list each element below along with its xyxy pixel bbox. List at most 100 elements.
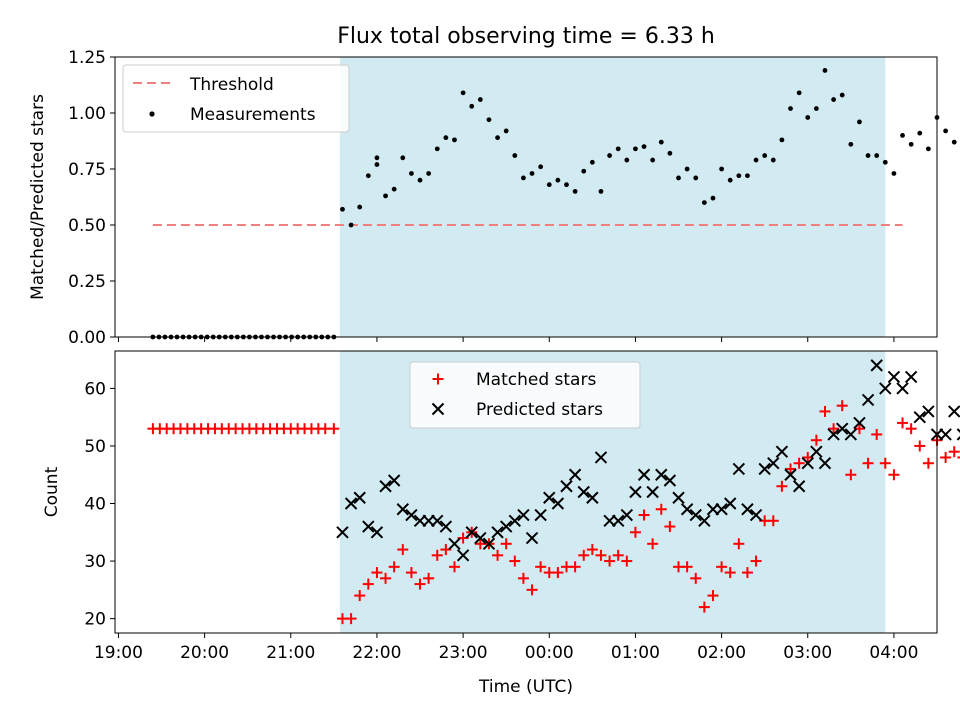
top-x-ticks: [117, 337, 895, 342]
y-tick-label: 40: [84, 495, 106, 515]
predicted-point: [439, 520, 453, 533]
predicted-point: [586, 491, 599, 504]
measurement-point: [495, 135, 500, 141]
matched-point: [354, 590, 366, 602]
predicted-point: [474, 531, 487, 545]
measurement-point: [400, 155, 406, 161]
predicted-point: [956, 428, 960, 441]
predicted-point-b: [629, 485, 642, 499]
matched-point: [380, 572, 392, 584]
predicted-point: [758, 462, 771, 476]
predicted-point: [836, 422, 849, 435]
predicted-point-b: [801, 457, 814, 470]
matched-point: [535, 561, 547, 573]
predicted-point-b: [818, 457, 832, 470]
predicted-point-b: [362, 520, 375, 533]
predicted-point: [482, 537, 496, 551]
matched-point: [638, 509, 650, 521]
measurement-point: [538, 164, 544, 170]
measurement-point: [770, 157, 776, 163]
measurement-point: [486, 117, 492, 123]
predicted-point: [715, 503, 728, 516]
predicted-point-b: [870, 359, 883, 372]
legend-threshold-label: Threshold: [189, 75, 274, 95]
measurement-point: [943, 128, 949, 134]
measurement-point: [434, 146, 440, 152]
matched-point: [414, 578, 426, 590]
predicted-point: [387, 474, 401, 487]
measurement-point: [857, 119, 862, 125]
predicted-point-b: [792, 480, 806, 493]
measurement-point: [374, 162, 380, 167]
predicted-point-b: [620, 508, 634, 522]
predicted-point: [749, 508, 763, 522]
predicted-point: [379, 480, 392, 493]
predicted-point: [810, 445, 823, 458]
legend-matched-swatch: [432, 373, 444, 385]
predicted-point: [767, 457, 780, 470]
predicted-point: [844, 428, 858, 441]
measurement-point: [607, 153, 612, 158]
measurement-point: [865, 153, 871, 158]
predicted-point: [508, 514, 522, 527]
measurement-point: [848, 141, 854, 147]
measurement-point: [882, 159, 888, 165]
predicted-point: [853, 416, 866, 430]
predicted-point-b: [724, 497, 737, 510]
predicted-point-b: [758, 462, 771, 476]
measurement-point: [348, 222, 354, 228]
predicted-point-b: [767, 457, 780, 470]
measurement-point: [374, 155, 380, 161]
matched-point: [905, 423, 917, 435]
top-panel: 0.00 0.25 0.50 0.75 1.00 1.25 Flux total obse…: [28, 24, 957, 348]
predicted-point-b: [577, 485, 590, 499]
y-tick-label: 50: [84, 437, 106, 457]
predicted-point-b: [913, 410, 926, 424]
x-tick-label: 21:00: [266, 643, 315, 663]
matched-point: [940, 451, 952, 463]
measurement-point: [788, 106, 793, 111]
predicted-point-b: [439, 520, 453, 533]
matched-point: [526, 584, 538, 596]
measurement-point: [365, 173, 371, 179]
legend-measurements-label: Measurements: [190, 105, 316, 125]
predicted-point: [904, 370, 918, 384]
matched-point: [569, 561, 581, 573]
top-y-ticks: 0.00 0.25 0.50 0.75 1.00 1.25: [68, 48, 115, 348]
matched-point: [647, 538, 659, 550]
predicted-point: [362, 520, 375, 533]
measurement-point: [503, 128, 509, 134]
measurement-point: [900, 133, 905, 138]
matched-point: [397, 544, 409, 556]
measurement-point: [391, 186, 397, 192]
y-tick-label: 0.50: [68, 216, 106, 236]
measurement-points: [150, 68, 957, 340]
predicted-point-b: [844, 428, 858, 441]
predicted-point: [879, 382, 892, 395]
predicted-point-b: [482, 537, 496, 551]
predicted-point-b: [827, 428, 840, 441]
predicted-point: [594, 451, 608, 464]
matched-point: [897, 417, 909, 429]
measurement-point: [745, 173, 750, 179]
measurement-point: [650, 157, 656, 163]
legend-matched-label: Matched stars: [476, 370, 596, 390]
predicted-point: [655, 468, 668, 481]
matched-point: [767, 515, 779, 527]
bottom-x-ticks: 19:00 20:00 21:00 22:00 23:00 00:00 01:00 02:00…: [94, 633, 918, 663]
bottom-y-ticks: 20 30 40 50 60: [84, 379, 115, 630]
measurement-point: [891, 171, 897, 176]
measurement-point: [624, 157, 630, 163]
measurement-point: [762, 153, 768, 158]
matched-point: [707, 590, 719, 602]
matched-point: [612, 549, 624, 561]
matched-point: [664, 521, 676, 533]
matched-point: [819, 405, 831, 417]
measurement-point: [340, 206, 345, 212]
predicted-point: [663, 474, 677, 487]
measurement-point: [753, 157, 759, 163]
predicted-point: [405, 508, 418, 522]
measurement-point: [710, 195, 716, 201]
predicted-point-b: [948, 405, 960, 418]
measurement-point: [667, 150, 673, 156]
